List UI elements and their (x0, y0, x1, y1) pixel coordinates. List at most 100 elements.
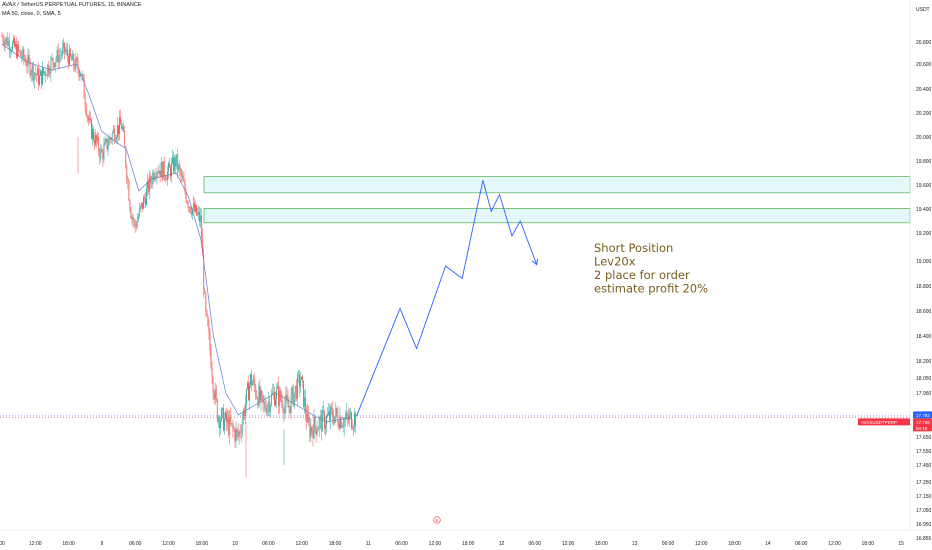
candle-body (75, 57, 77, 70)
price-axis[interactable]: USDT 20.800 20.600 20.400 20.200 20.000 19.800… (916, 7, 932, 542)
candle-body (308, 413, 310, 424)
candle-body (281, 399, 283, 402)
candle-body (190, 211, 192, 215)
current-price-badge (913, 411, 932, 419)
candle-body (97, 136, 99, 142)
candle-body (264, 402, 266, 409)
y-tick-label: 16.855 (916, 536, 932, 542)
candle-body (310, 427, 312, 438)
candle-body (154, 176, 156, 180)
candle-body (61, 47, 63, 55)
x-tick-label: 15 (898, 541, 904, 547)
candle-body (98, 136, 100, 152)
candle-body (336, 408, 338, 415)
candle-body (117, 125, 118, 138)
candle-body (156, 172, 158, 177)
candle-body (181, 175, 183, 177)
symbol-title[interactable]: AVAX / TetherUS PERPETUAL FUTURES, 15, B… (2, 2, 142, 8)
candle-body (189, 206, 191, 212)
candle-body (243, 410, 245, 417)
candle-body (227, 417, 229, 423)
candle-body (221, 409, 222, 421)
y-tick-label: 20.000 (916, 135, 932, 141)
candle-body (73, 53, 75, 66)
y-tick-label: 17.950 (916, 391, 932, 397)
candle-body (180, 169, 182, 176)
candle-body (35, 74, 37, 76)
candle-body (155, 176, 157, 177)
candle-body (307, 413, 309, 423)
candle-body (198, 211, 199, 214)
candle-body (93, 128, 94, 141)
x-tick-label: 12:00 (695, 541, 708, 547)
candle-body (44, 71, 46, 74)
candle-body (86, 115, 88, 117)
candle-body (354, 413, 355, 427)
candle-body (50, 58, 52, 75)
bar-countdown: 04:18 (916, 426, 928, 431)
candle-body (235, 429, 237, 442)
x-tick-label: 10 (232, 541, 238, 547)
candle-body (151, 182, 153, 184)
candle-body (206, 310, 208, 316)
candle-body (132, 217, 134, 221)
candle-body (126, 165, 128, 180)
candle-body (338, 424, 340, 429)
candle-body (100, 148, 102, 159)
y-tick-label: 19.400 (916, 207, 932, 213)
candle-body (12, 42, 13, 51)
candle-body (315, 426, 317, 435)
candle-body (125, 146, 127, 166)
candle-body (92, 128, 93, 139)
candle-body (121, 124, 122, 130)
candle-body (309, 423, 311, 438)
candle-body (3, 41, 5, 46)
symbol-badge-text: AVAXUSDTPERP (861, 420, 897, 425)
projection-line[interactable] (356, 180, 538, 417)
candle-body (318, 419, 320, 429)
candle-body (346, 412, 348, 417)
supply-zone[interactable] (203, 176, 911, 194)
candle-body (4, 40, 6, 46)
candle-body (352, 428, 353, 429)
time-axis[interactable]: 00 12:00 18:00 9 06:00 12:00 18:00 10 06:00 12:00… (0, 541, 904, 547)
y-tick-label: 17.650 (916, 435, 932, 441)
candle-body (239, 431, 241, 434)
candle-body (205, 294, 207, 311)
resistance-zones (203, 176, 911, 224)
candle-body (182, 175, 184, 181)
supply-zone[interactable] (203, 208, 911, 224)
x-tick-label: 12:00 (162, 541, 175, 547)
candle-body (105, 138, 107, 142)
candle-body (114, 139, 116, 141)
candle-body (326, 415, 327, 426)
candle-body (220, 420, 221, 429)
annotation-line: estimate profit 20% (594, 282, 708, 296)
candle-body (334, 415, 336, 424)
candle-body (67, 49, 68, 57)
candle-body (90, 118, 91, 120)
candle-body (19, 50, 21, 52)
candle-body (53, 63, 55, 68)
candle-body (54, 62, 56, 68)
candle-body (116, 137, 117, 140)
candle-body (187, 203, 189, 209)
candle-body (204, 289, 206, 295)
candle-body (41, 70, 42, 85)
candle-body (60, 54, 62, 56)
candle-body (231, 423, 233, 424)
candle-body (201, 215, 203, 238)
candle-body (233, 428, 235, 431)
y-tick-label: 19.800 (916, 159, 932, 165)
x-tick-label: 06:00 (662, 541, 675, 547)
x-tick-label: 11 (366, 541, 371, 547)
indicator-legend[interactable]: MA 50, close, 0, SMA, 5 (2, 11, 61, 17)
earnings-event-icon[interactable] (433, 516, 441, 524)
x-tick-label: 18:00 (862, 541, 875, 547)
candle-body (263, 402, 265, 404)
candle-body (339, 417, 341, 429)
candle-body (46, 75, 48, 77)
candle-body (176, 154, 178, 167)
candle-body (68, 56, 69, 65)
